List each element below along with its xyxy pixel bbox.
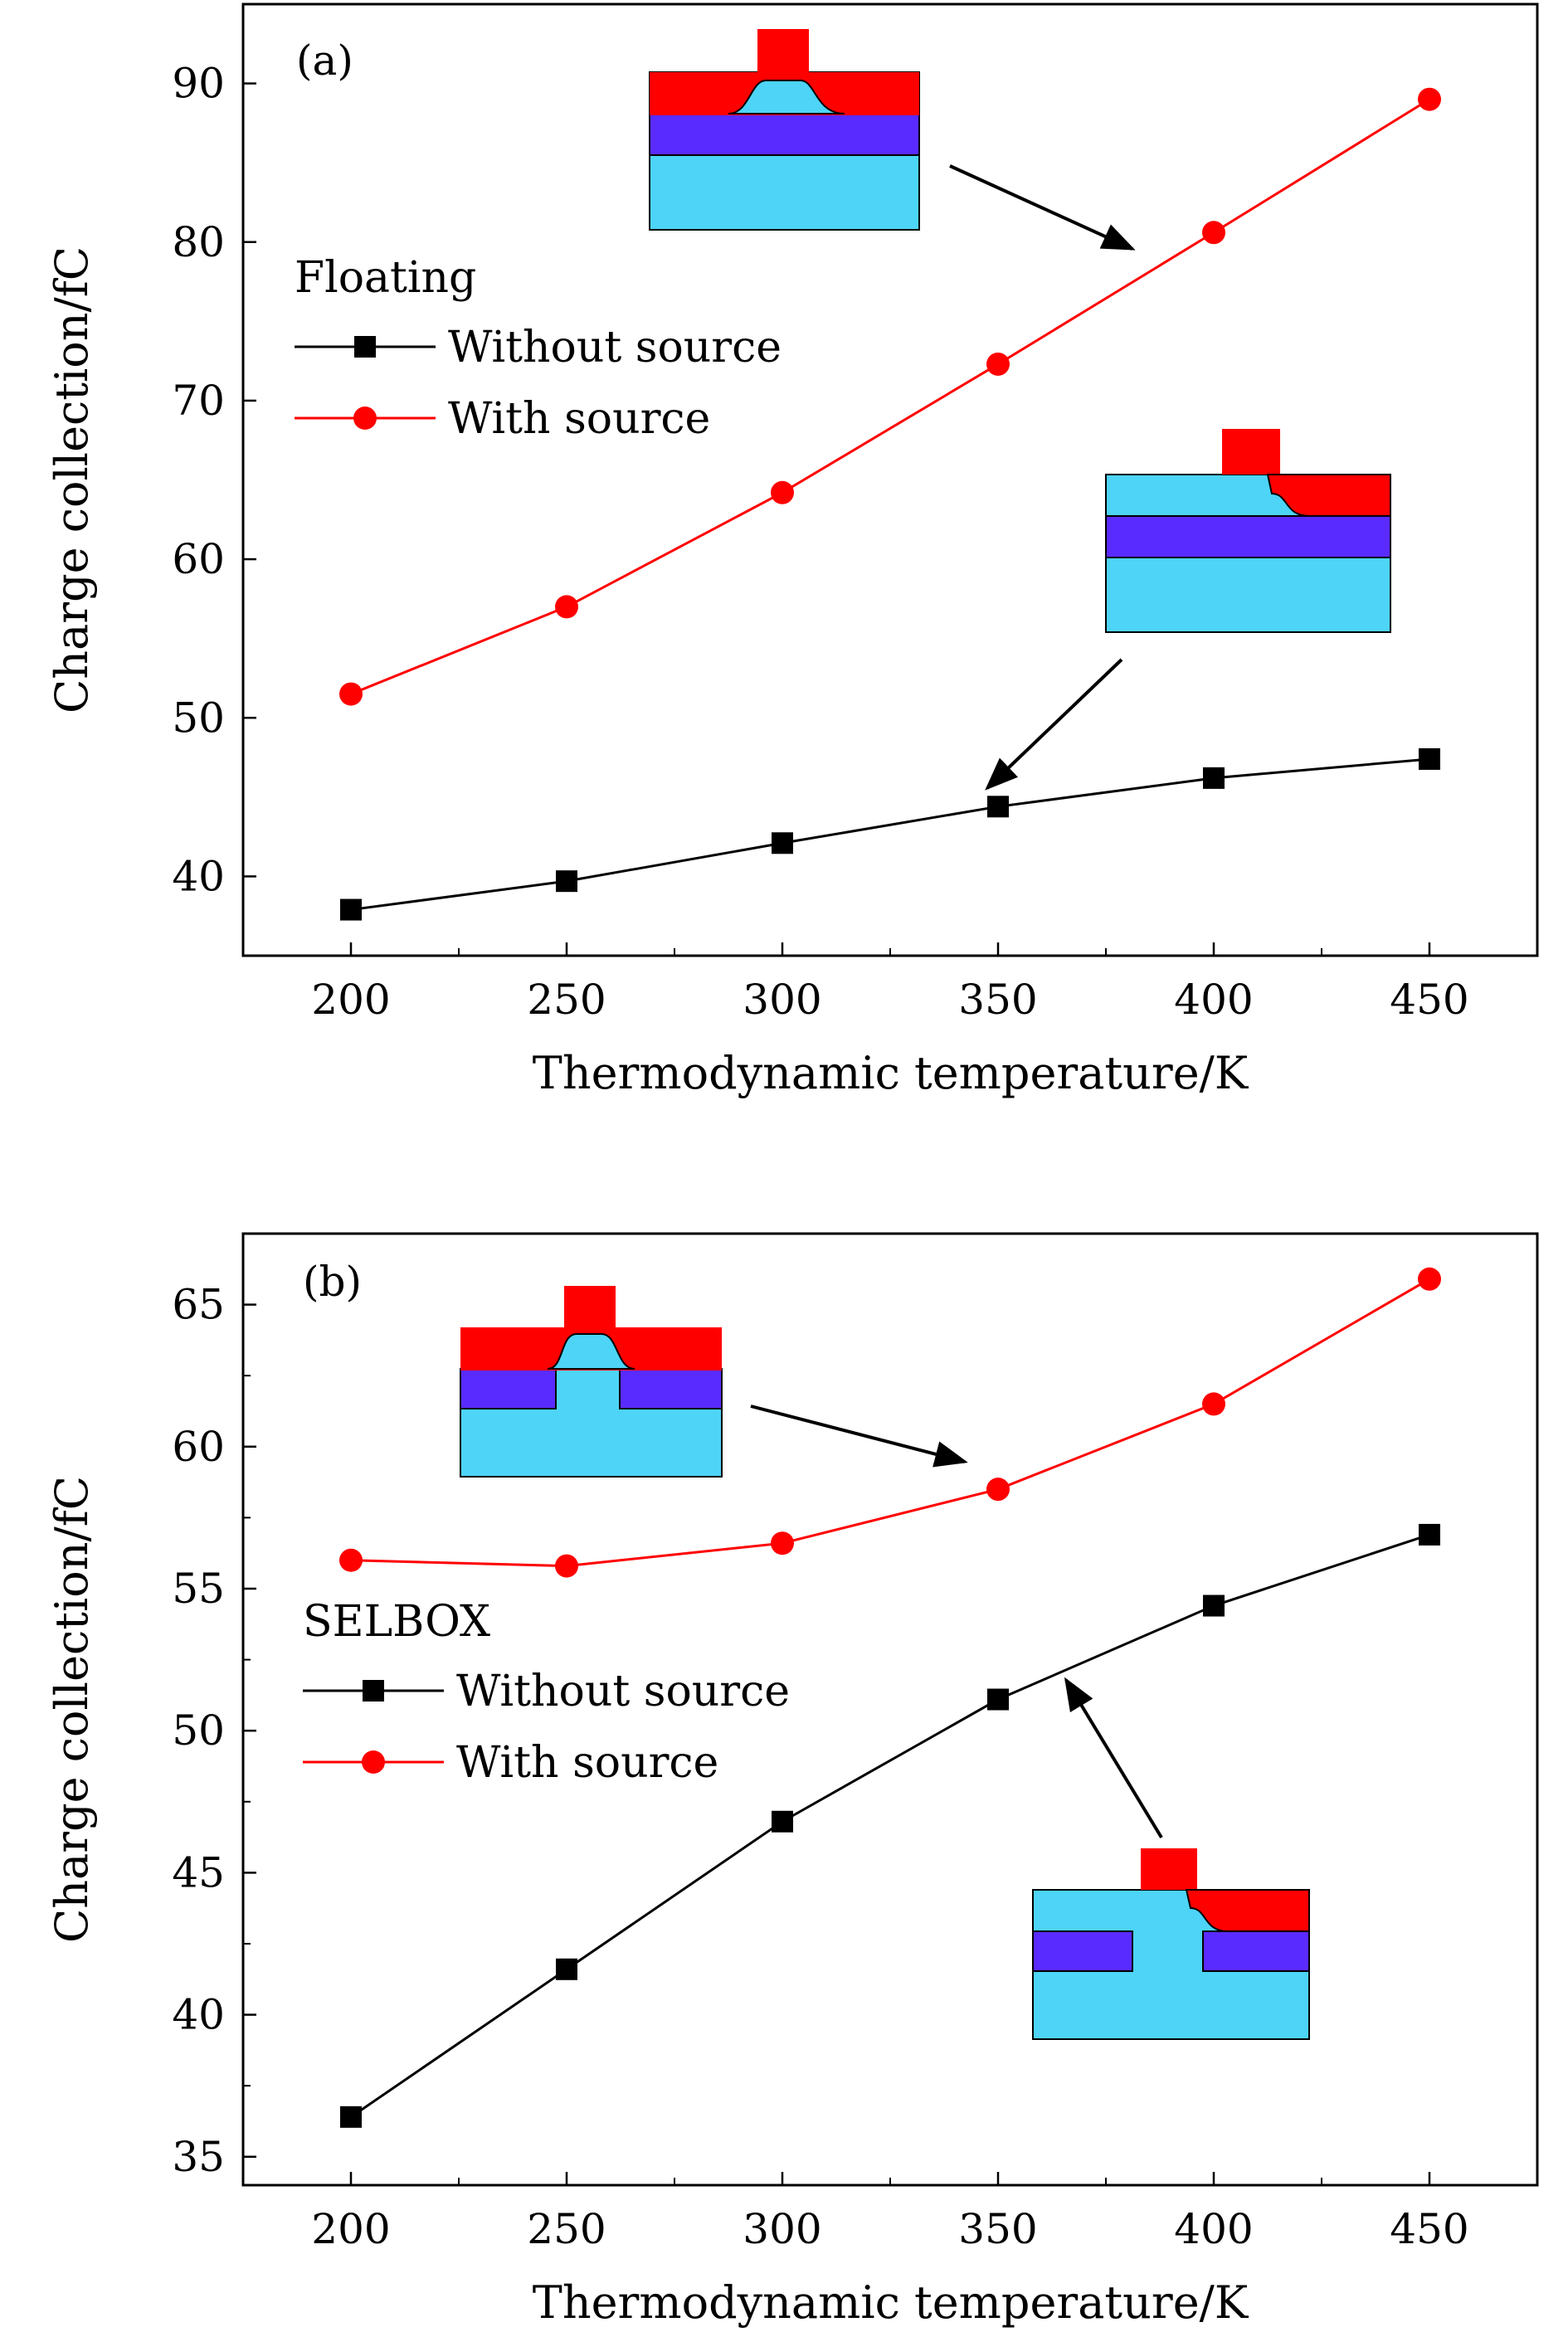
x-tick-label: 250 <box>527 976 606 1024</box>
x-tick-label: 450 <box>1390 976 1468 1024</box>
panel-b: 200 250 300 350 400 450 35 40 45 50 55 60 65 Thermody… <box>46 1232 1539 2329</box>
data-point <box>987 796 1009 818</box>
y-axis-label: Charge collection/fC <box>46 246 98 713</box>
inset-channel <box>728 80 845 114</box>
y-tick-label: 45 <box>172 1848 225 1896</box>
inset-channel <box>547 1333 635 1370</box>
y-axis-label: Charge collection/fC <box>46 1476 98 1943</box>
data-point <box>1418 1267 1441 1291</box>
inset-buried-oxide-right <box>619 1368 723 1409</box>
x-tick-label: 350 <box>958 2205 1037 2253</box>
series-line <box>350 757 1430 912</box>
y-tick-label: 35 <box>172 2133 225 2181</box>
plot-frame <box>241 1232 1539 2187</box>
data-point <box>1202 1392 1225 1416</box>
inset-buried-oxide-right <box>1202 1930 1310 1972</box>
y-tick-label: 60 <box>172 1423 225 1471</box>
x-tick-label: 250 <box>527 2205 606 2253</box>
data-point <box>1419 747 1440 770</box>
inset-buried-oxide-left <box>1032 1930 1133 1972</box>
inset-arrow <box>1064 1677 1163 1839</box>
data-point <box>555 1554 578 1578</box>
data-point <box>1202 221 1225 245</box>
data-point <box>986 352 1010 376</box>
panel-label: (a) <box>296 37 353 85</box>
y-tick-label: 55 <box>172 1565 225 1613</box>
y-tick-label: 70 <box>172 377 225 425</box>
inset-buried-oxide <box>1105 515 1391 558</box>
data-point <box>771 480 794 504</box>
y-tick-label: 50 <box>172 1706 225 1755</box>
data-point <box>555 595 578 619</box>
y-tick-label: 65 <box>172 1281 225 1329</box>
legend-label: Without source <box>456 1667 790 1716</box>
x-tick-label: 300 <box>743 976 821 1024</box>
x-axis-label: Thermodynamic temperature/K <box>533 1047 1249 1099</box>
x-tick-label: 300 <box>743 2205 821 2253</box>
y-tick-label: 50 <box>172 694 225 742</box>
inset-arrow <box>750 1405 968 1468</box>
x-tick-label: 450 <box>1390 2205 1468 2253</box>
legend-marker <box>354 336 376 358</box>
legend-label: With source <box>448 394 710 444</box>
data-point <box>772 1810 793 1833</box>
inset-buried-oxide <box>649 113 920 156</box>
data-point <box>340 2106 362 2128</box>
data-point <box>339 1548 363 1572</box>
data-point <box>771 1531 794 1555</box>
inset-buried-oxide-left <box>460 1368 557 1409</box>
data-point <box>1203 767 1225 789</box>
inset-gate-contact <box>757 29 809 75</box>
y-tick-label: 40 <box>172 1991 225 2039</box>
panel-label: (b) <box>303 1258 362 1306</box>
data-point <box>1203 1594 1225 1617</box>
data-point <box>556 1958 577 1980</box>
inset-gate-contact <box>1222 429 1280 475</box>
y-tick-label: 80 <box>172 218 225 266</box>
panel-a: 200 250 300 350 400 450 40 50 60 70 80 90 Thermodyna… <box>46 2 1539 1099</box>
y-tick-label: 60 <box>172 535 225 583</box>
x-tick-label: 400 <box>1174 2205 1253 2253</box>
inset-gate-contact <box>1141 1848 1197 1890</box>
data-point <box>1418 87 1441 111</box>
x-tick-label: 350 <box>958 976 1037 1024</box>
inset-arrow <box>985 658 1123 791</box>
legend-title: Floating <box>295 253 476 303</box>
series-line <box>350 1533 1430 2119</box>
x-tick-label: 200 <box>311 2205 390 2253</box>
inset-gate-contact <box>564 1286 616 1329</box>
legend-title: SELBOX <box>303 1597 490 1647</box>
x-tick-label: 200 <box>311 976 390 1024</box>
data-point <box>556 870 577 893</box>
data-point <box>1419 1523 1440 1546</box>
data-point <box>340 898 362 921</box>
y-tick-label: 40 <box>172 852 225 900</box>
inset-arrow <box>949 164 1136 251</box>
data-point <box>772 832 793 854</box>
data-point <box>339 682 363 706</box>
legend-marker <box>362 1750 385 1774</box>
series-line <box>350 98 1430 695</box>
legend-label: Without source <box>448 323 782 372</box>
legend-label: With source <box>456 1738 718 1788</box>
y-tick-label: 90 <box>172 60 225 108</box>
legend-marker <box>353 407 377 430</box>
data-point <box>986 1478 1010 1502</box>
x-tick-label: 400 <box>1174 976 1253 1024</box>
series-line <box>350 1278 1430 1568</box>
x-axis-label: Thermodynamic temperature/K <box>533 2276 1249 2329</box>
inset-gate-metal <box>1185 1889 1310 1932</box>
data-point <box>987 1688 1009 1711</box>
legend-marker <box>363 1680 384 1702</box>
inset-gate-metal <box>1266 474 1391 517</box>
